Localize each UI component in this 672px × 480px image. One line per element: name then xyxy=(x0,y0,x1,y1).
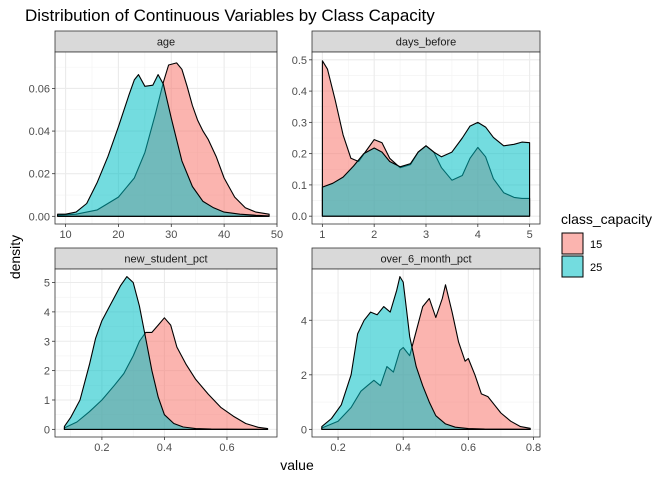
y-tick-label: 0.00 xyxy=(29,211,50,223)
y-tick-label: 0.3 xyxy=(292,117,307,129)
chart-title: Distribution of Continuous Variables by … xyxy=(25,6,435,25)
x-tick-label: 0.8 xyxy=(526,442,541,454)
legend-key-15 xyxy=(561,232,584,255)
legend-key-25 xyxy=(561,255,584,278)
y-tick-label: 0 xyxy=(44,424,50,436)
y-tick-label: 4 xyxy=(301,315,307,327)
density-area-25 xyxy=(321,276,531,430)
x-tick-label: 1 xyxy=(319,229,325,241)
facet-strip-label: over_6_month_pct xyxy=(380,254,471,266)
y-tick-label: 4 xyxy=(44,307,50,319)
y-tick-label: 3 xyxy=(44,336,50,348)
facet-strip-label: new_student_pct xyxy=(124,254,207,266)
y-tick-label: 0.0 xyxy=(292,211,307,223)
facet-strip-label: age xyxy=(157,37,175,49)
x-tick-label: 2 xyxy=(371,229,377,241)
x-tick-label: 0.2 xyxy=(94,442,109,454)
facet-strip-label: days_before xyxy=(396,37,457,49)
x-axis-title: value xyxy=(280,457,314,473)
facet-panel-days_before: days_before 1 2 3 4 5 0.0 0.1 0.2 0.3 0.4 0.5 xyxy=(292,30,541,241)
facet-panel-new_student_pct: new_student_pct 0.2 0.4 0.6 0 1 2 3 4 5 xyxy=(44,247,278,454)
density-area-25 xyxy=(57,74,270,217)
y-tick-label: 0.1 xyxy=(292,180,307,192)
x-tick-label: 50 xyxy=(271,229,283,241)
legend-title: class_capacity xyxy=(561,211,652,227)
legend: class_capacity 15 25 xyxy=(561,211,652,278)
x-tick-label: 4 xyxy=(475,229,481,241)
y-tick-label: 2 xyxy=(44,366,50,378)
y-axis-title: density xyxy=(7,235,23,279)
x-tick-label: 5 xyxy=(527,229,533,241)
x-tick-label: 0.4 xyxy=(157,442,172,454)
panel-border xyxy=(311,268,541,438)
y-tick-label: 0.5 xyxy=(292,55,307,67)
y-tick-label: 0 xyxy=(301,424,307,436)
legend-label-15: 15 xyxy=(590,239,602,251)
panel-border xyxy=(54,51,278,225)
x-tick-label: 0.6 xyxy=(219,442,234,454)
density-area-25 xyxy=(63,276,269,430)
x-tick-label: 0.4 xyxy=(396,442,411,454)
y-tick-label: 0.02 xyxy=(29,169,50,181)
panel-border xyxy=(54,268,278,438)
legend-label-25: 25 xyxy=(590,262,602,274)
y-tick-label: 0.06 xyxy=(29,83,50,95)
x-tick-label: 0.6 xyxy=(461,442,476,454)
y-tick-label: 0.4 xyxy=(292,86,307,98)
y-tick-label: 5 xyxy=(44,278,50,290)
x-tick-label: 3 xyxy=(423,229,429,241)
y-tick-label: 1 xyxy=(44,395,50,407)
x-tick-label: 20 xyxy=(112,229,124,241)
facet-panel-over_6_month_pct: over_6_month_pct 0.2 0.4 0.6 0.8 0 2 4 xyxy=(301,247,541,454)
x-tick-label: 30 xyxy=(165,229,177,241)
density-area-25 xyxy=(321,121,531,217)
y-tick-label: 2 xyxy=(301,370,307,382)
x-tick-label: 0.2 xyxy=(330,442,345,454)
y-tick-label: 0.2 xyxy=(292,149,307,161)
facet-panel-age: age 10 20 30 40 50 0.00 0.02 0.04 0.06 xyxy=(29,30,283,241)
x-tick-label: 40 xyxy=(218,229,230,241)
y-tick-label: 0.04 xyxy=(29,126,50,138)
x-tick-label: 10 xyxy=(59,229,71,241)
